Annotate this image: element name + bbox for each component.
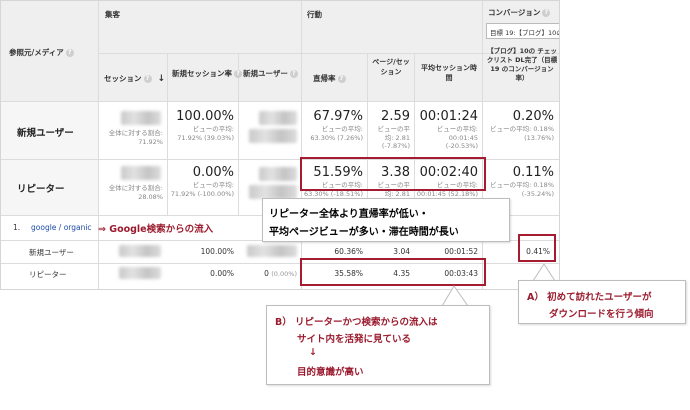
conversion-sub: ビューの平均: 0.18% (13.76%) [490, 125, 554, 142]
bounce-rate-value: 35.58% [334, 269, 363, 278]
new-session-rate-value: 0.00% [210, 269, 234, 278]
row-index: 1. [13, 223, 21, 232]
bounce-rate-value: 60.36% [334, 247, 363, 256]
new-session-rate-value: 100.00% [200, 247, 234, 256]
sessions-value-blurred [119, 245, 161, 257]
down-arrow-icon: ↓ [309, 347, 317, 358]
col-bounce-rate[interactable]: 直帰率? [313, 73, 346, 84]
highlight-organic-repeat-behavior [300, 258, 486, 286]
source-medium-header[interactable]: 参照元/メディア? [9, 47, 74, 58]
row-label-organic-new: 新規ユーザー [29, 248, 74, 257]
acquisition-group-header: 集客 [105, 10, 120, 19]
pages-value: 3.04 [393, 247, 410, 256]
new-session-rate-value: 0.00% [192, 165, 234, 180]
highlight-organic-new-conversion [518, 234, 556, 262]
help-icon[interactable]: ? [234, 70, 242, 78]
pages-sub: ビューの平均: 2.81 (-7.87%) [377, 125, 411, 150]
sessions-value-blurred [121, 111, 161, 125]
duration-value: 00:01:24 [419, 109, 478, 124]
conversion-sub: ビューの平均: 0.18% (-35.24%) [490, 181, 554, 198]
callout-a: A） 初めて訪れたユーザーが ダウンロードを行う傾向 [518, 280, 686, 324]
row-label-new-users: 新規ユーザー [17, 128, 74, 139]
duration-value: 00:03:43 [444, 269, 478, 278]
callout-repeater-behavior: リピーター全体より直帰率が低い・ 平均ページビューが多い・滞在時間が長い [262, 198, 510, 242]
new-users-sub-blurred [249, 129, 297, 143]
row-label-repeaters: リピーター [17, 184, 65, 195]
analytics-table: 参照元/メディア? 集客 行動 コンバージョン? 目標 19:【ブログ】10の … [0, 0, 560, 290]
new-users-value-blurred [259, 167, 297, 181]
col-avg-duration[interactable]: 平均セッション時間 [421, 64, 477, 82]
sessions-value-blurred [121, 166, 161, 180]
new-session-rate-value: 100.00% [176, 109, 234, 124]
col-new-session-rate[interactable]: 新規セッション率? [172, 68, 242, 79]
sessions-value-blurred [119, 267, 161, 279]
goal-select[interactable]: 目標 19:【ブログ】10の [486, 23, 559, 39]
sessions-sub: 全体に対する割合: 28.08% [108, 184, 163, 201]
new-users-value-blurred [259, 111, 297, 125]
duration-sub: ビューの平均: 00:01:45 (52.18%) [416, 181, 478, 198]
conversion-group-header: コンバージョン? [488, 7, 551, 18]
source-link-google-organic[interactable]: google / organic [31, 223, 92, 232]
conversion-value: 0.11% [512, 165, 554, 180]
sort-arrow-icon[interactable]: ↓ [157, 74, 166, 84]
conversion-value: 0.41% [526, 247, 550, 256]
callout-a-pointer [532, 263, 556, 282]
help-icon[interactable]: ? [143, 75, 152, 83]
help-icon[interactable]: ? [289, 70, 298, 78]
help-icon[interactable]: ? [542, 9, 551, 17]
new-session-rate-sub: ビューの平均: 71.92% (39.03%) [177, 125, 234, 142]
highlight-repeaters-behavior [300, 157, 486, 191]
row-label-organic-repeat: リピーター [29, 270, 67, 279]
bounce-rate-sub: ビューの平均: 63.30% (-18.51%) [303, 181, 363, 198]
help-icon[interactable]: ? [65, 49, 74, 57]
duration-value: 00:01:52 [444, 247, 478, 256]
pages-value: 3.38 [381, 165, 410, 180]
sessions-sub: 全体に対する割合: 71.92% [108, 129, 163, 146]
pages-value: 4.35 [393, 269, 410, 278]
bounce-rate-sub: ビューの平均: 63.30% (7.26%) [310, 125, 363, 142]
col-conversion-rate[interactable]: 【ブログ】10の チェックリスト DL完了（目標 19 のコンバージョン率） [486, 47, 558, 82]
duration-sub: ビューの平均: 00:01:45 (-20.53%) [436, 125, 478, 150]
col-sessions[interactable]: セッション? ↓ [104, 74, 166, 84]
help-icon[interactable]: ? [337, 75, 346, 83]
behavior-group-header: 行動 [307, 10, 322, 19]
new-users-sub-blurred [249, 185, 297, 199]
conversion-value: 0.20% [512, 109, 554, 124]
new-users-value: 0 (0.00%) [264, 269, 297, 278]
col-new-users[interactable]: 新規ユーザー? [243, 68, 298, 79]
col-pages-per-session[interactable]: ページ/セッション [372, 58, 410, 76]
pages-value: 2.59 [381, 109, 410, 124]
bounce-rate-value: 51.59% [313, 165, 363, 180]
callout-b: B） リピーターかつ検索からの流入は サイト内を活発に見ている ↓ 目的意識が高… [266, 305, 490, 385]
new-session-rate-sub: ビューの平均: 71.92% (-100.00%) [170, 181, 234, 198]
duration-value: 00:02:40 [419, 165, 478, 180]
new-users-value-blurred [247, 245, 297, 257]
organic-arrow-annotation: ⇒ Google検索からの流入 [98, 224, 214, 235]
bounce-rate-value: 67.97% [313, 109, 363, 124]
